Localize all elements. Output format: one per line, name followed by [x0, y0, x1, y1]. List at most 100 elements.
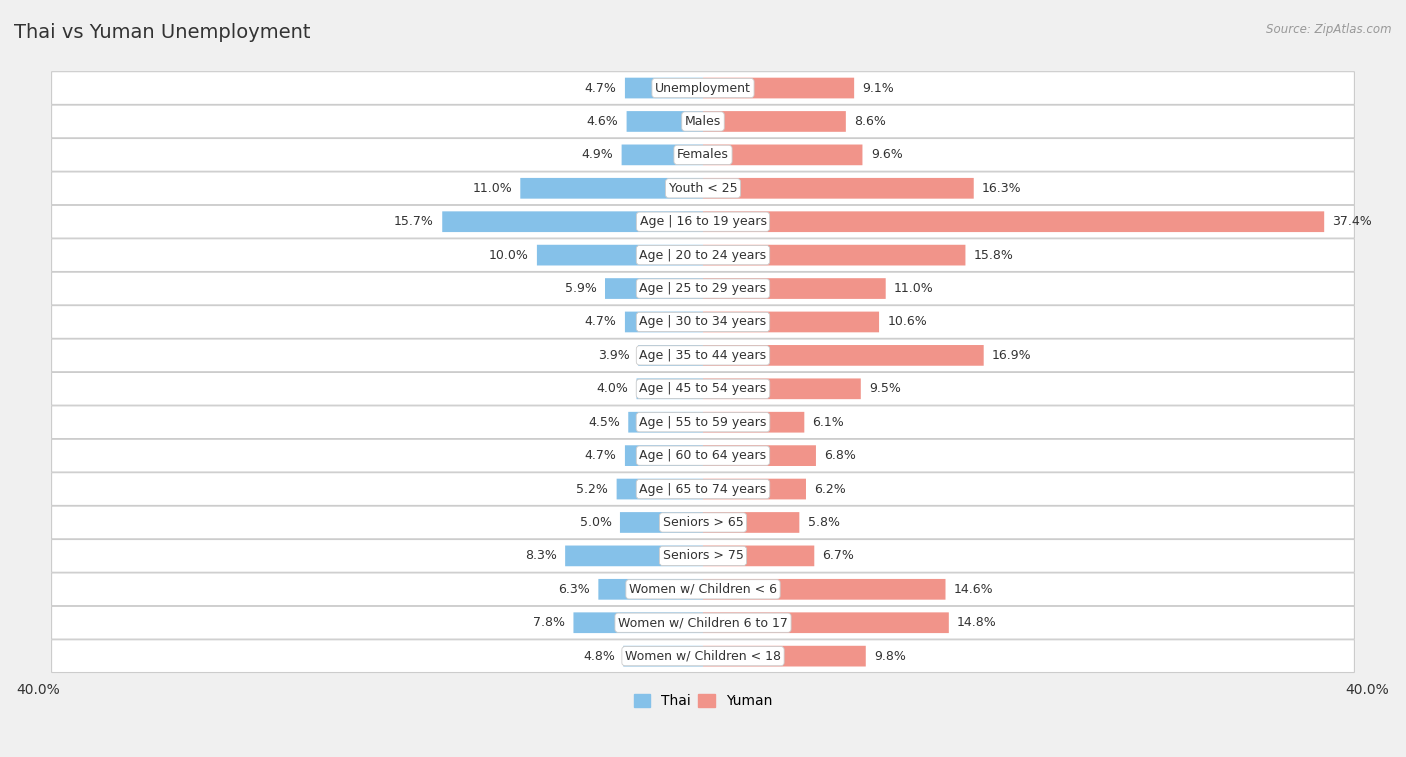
- Text: 4.7%: 4.7%: [585, 449, 617, 462]
- Text: Females: Females: [678, 148, 728, 161]
- Text: 10.6%: 10.6%: [887, 316, 927, 329]
- Text: 6.1%: 6.1%: [813, 416, 845, 428]
- FancyBboxPatch shape: [52, 439, 1354, 472]
- FancyBboxPatch shape: [52, 406, 1354, 438]
- FancyBboxPatch shape: [537, 245, 703, 266]
- FancyBboxPatch shape: [52, 372, 1354, 405]
- Text: 4.5%: 4.5%: [588, 416, 620, 428]
- Text: Women w/ Children 6 to 17: Women w/ Children 6 to 17: [619, 616, 787, 629]
- FancyBboxPatch shape: [52, 238, 1354, 272]
- FancyBboxPatch shape: [52, 139, 1354, 171]
- FancyBboxPatch shape: [703, 546, 814, 566]
- Text: Seniors > 65: Seniors > 65: [662, 516, 744, 529]
- Text: Age | 60 to 64 years: Age | 60 to 64 years: [640, 449, 766, 462]
- FancyBboxPatch shape: [52, 506, 1354, 539]
- FancyBboxPatch shape: [52, 606, 1354, 639]
- FancyBboxPatch shape: [627, 111, 703, 132]
- FancyBboxPatch shape: [620, 512, 703, 533]
- Text: 16.3%: 16.3%: [981, 182, 1022, 195]
- FancyBboxPatch shape: [624, 78, 703, 98]
- Text: Thai vs Yuman Unemployment: Thai vs Yuman Unemployment: [14, 23, 311, 42]
- FancyBboxPatch shape: [703, 278, 886, 299]
- FancyBboxPatch shape: [52, 573, 1354, 606]
- FancyBboxPatch shape: [52, 540, 1354, 572]
- FancyBboxPatch shape: [703, 412, 804, 432]
- Text: Seniors > 75: Seniors > 75: [662, 550, 744, 562]
- FancyBboxPatch shape: [605, 278, 703, 299]
- Text: 15.7%: 15.7%: [394, 215, 434, 228]
- Text: Age | 45 to 54 years: Age | 45 to 54 years: [640, 382, 766, 395]
- Text: 11.0%: 11.0%: [894, 282, 934, 295]
- Text: 4.7%: 4.7%: [585, 82, 617, 95]
- FancyBboxPatch shape: [621, 145, 703, 165]
- Text: 10.0%: 10.0%: [489, 248, 529, 262]
- FancyBboxPatch shape: [703, 579, 945, 600]
- Text: 6.3%: 6.3%: [558, 583, 591, 596]
- Text: 5.2%: 5.2%: [576, 482, 609, 496]
- FancyBboxPatch shape: [574, 612, 703, 633]
- FancyBboxPatch shape: [703, 445, 815, 466]
- FancyBboxPatch shape: [520, 178, 703, 198]
- FancyBboxPatch shape: [703, 211, 1324, 232]
- Text: 11.0%: 11.0%: [472, 182, 512, 195]
- Text: Source: ZipAtlas.com: Source: ZipAtlas.com: [1267, 23, 1392, 36]
- FancyBboxPatch shape: [52, 105, 1354, 138]
- Text: 5.8%: 5.8%: [807, 516, 839, 529]
- FancyBboxPatch shape: [703, 245, 966, 266]
- FancyBboxPatch shape: [599, 579, 703, 600]
- Text: 6.7%: 6.7%: [823, 550, 855, 562]
- Text: 37.4%: 37.4%: [1333, 215, 1372, 228]
- FancyBboxPatch shape: [623, 646, 703, 666]
- Text: 8.6%: 8.6%: [855, 115, 886, 128]
- Text: Unemployment: Unemployment: [655, 82, 751, 95]
- FancyBboxPatch shape: [443, 211, 703, 232]
- FancyBboxPatch shape: [52, 306, 1354, 338]
- Text: 4.7%: 4.7%: [585, 316, 617, 329]
- Text: 7.8%: 7.8%: [533, 616, 565, 629]
- Text: 4.0%: 4.0%: [596, 382, 628, 395]
- Text: 5.0%: 5.0%: [579, 516, 612, 529]
- FancyBboxPatch shape: [703, 646, 866, 666]
- Text: Age | 30 to 34 years: Age | 30 to 34 years: [640, 316, 766, 329]
- Text: 15.8%: 15.8%: [974, 248, 1014, 262]
- FancyBboxPatch shape: [638, 345, 703, 366]
- FancyBboxPatch shape: [703, 145, 862, 165]
- FancyBboxPatch shape: [703, 612, 949, 633]
- FancyBboxPatch shape: [703, 378, 860, 399]
- FancyBboxPatch shape: [52, 205, 1354, 238]
- Text: 8.3%: 8.3%: [524, 550, 557, 562]
- Legend: Thai, Yuman: Thai, Yuman: [628, 689, 778, 714]
- FancyBboxPatch shape: [624, 312, 703, 332]
- Text: 14.8%: 14.8%: [957, 616, 997, 629]
- Text: Youth < 25: Youth < 25: [669, 182, 737, 195]
- FancyBboxPatch shape: [703, 312, 879, 332]
- FancyBboxPatch shape: [52, 273, 1354, 305]
- Text: 6.2%: 6.2%: [814, 482, 846, 496]
- Text: 9.5%: 9.5%: [869, 382, 901, 395]
- FancyBboxPatch shape: [52, 172, 1354, 204]
- FancyBboxPatch shape: [703, 345, 984, 366]
- Text: 16.9%: 16.9%: [993, 349, 1032, 362]
- Text: Women w/ Children < 6: Women w/ Children < 6: [628, 583, 778, 596]
- Text: 4.8%: 4.8%: [583, 650, 614, 662]
- FancyBboxPatch shape: [628, 412, 703, 432]
- Text: 9.6%: 9.6%: [870, 148, 903, 161]
- Text: Age | 55 to 59 years: Age | 55 to 59 years: [640, 416, 766, 428]
- FancyBboxPatch shape: [52, 72, 1354, 104]
- FancyBboxPatch shape: [52, 640, 1354, 672]
- FancyBboxPatch shape: [703, 111, 846, 132]
- Text: 4.6%: 4.6%: [586, 115, 619, 128]
- Text: 9.1%: 9.1%: [862, 82, 894, 95]
- FancyBboxPatch shape: [703, 478, 806, 500]
- Text: Age | 16 to 19 years: Age | 16 to 19 years: [640, 215, 766, 228]
- Text: Age | 25 to 29 years: Age | 25 to 29 years: [640, 282, 766, 295]
- Text: Women w/ Children < 18: Women w/ Children < 18: [626, 650, 780, 662]
- FancyBboxPatch shape: [703, 78, 855, 98]
- Text: 9.8%: 9.8%: [875, 650, 905, 662]
- FancyBboxPatch shape: [52, 339, 1354, 372]
- FancyBboxPatch shape: [565, 546, 703, 566]
- Text: Age | 65 to 74 years: Age | 65 to 74 years: [640, 482, 766, 496]
- Text: Age | 20 to 24 years: Age | 20 to 24 years: [640, 248, 766, 262]
- FancyBboxPatch shape: [703, 178, 974, 198]
- Text: 3.9%: 3.9%: [598, 349, 630, 362]
